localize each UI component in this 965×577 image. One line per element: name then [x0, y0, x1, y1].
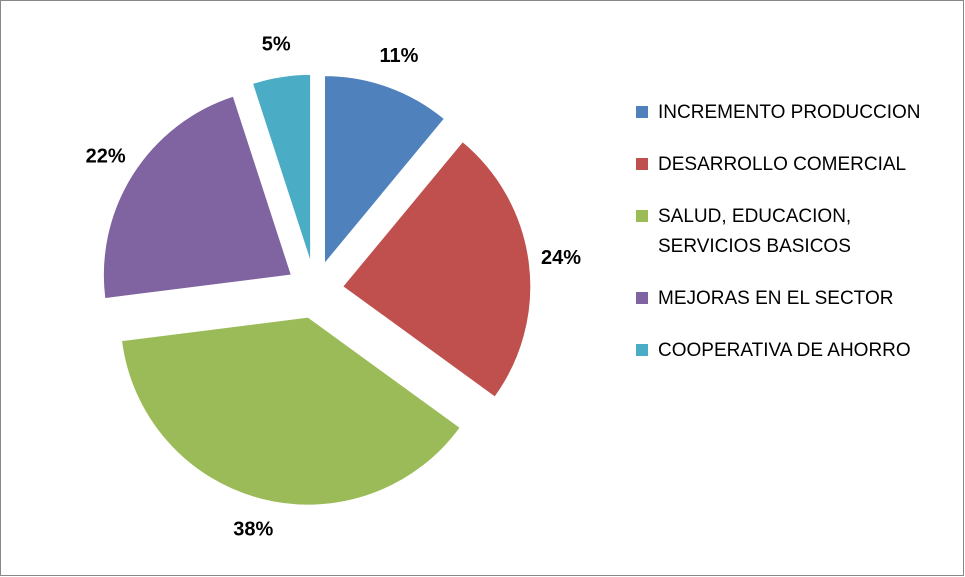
legend: INCREMENTO PRODUCCION DESARROLLO COMERCIA…: [636, 98, 946, 388]
legend-label: DESARROLLO COMERCIAL: [658, 154, 907, 175]
legend-item: INCREMENTO PRODUCCION: [636, 98, 946, 128]
legend-item: DESARROLLO COMERCIAL: [636, 150, 946, 180]
legend-label: INCREMENTO PRODUCCION: [658, 102, 921, 123]
pie-slice: [251, 73, 312, 263]
data-label: 24%: [541, 247, 581, 269]
pie-slice: [120, 316, 461, 506]
data-label: 11%: [380, 45, 419, 67]
pie-slice: [102, 95, 293, 300]
legend-label: SALUD, EDUCACION, SERVICIOS BASICOS: [658, 206, 852, 257]
data-label: 5%: [262, 33, 291, 55]
data-label: 22%: [86, 145, 126, 167]
legend-swatch: [636, 344, 648, 356]
legend-swatch: [636, 158, 648, 170]
pie-slice: [342, 140, 532, 398]
legend-item: MEJORAS EN EL SECTOR: [636, 284, 946, 314]
legend-item: SALUD, EDUCACION, SERVICIOS BASICOS: [636, 202, 946, 262]
data-label: 38%: [233, 518, 273, 540]
pie-slice: [323, 75, 446, 266]
legend-swatch: [636, 210, 648, 222]
legend-label: MEJORAS EN EL SECTOR: [658, 288, 894, 309]
legend-swatch: [636, 292, 648, 304]
legend-item: COOPERATIVA DE AHORRO: [636, 336, 946, 366]
legend-swatch: [636, 106, 648, 118]
legend-label: COOPERATIVA DE AHORRO: [658, 340, 911, 361]
